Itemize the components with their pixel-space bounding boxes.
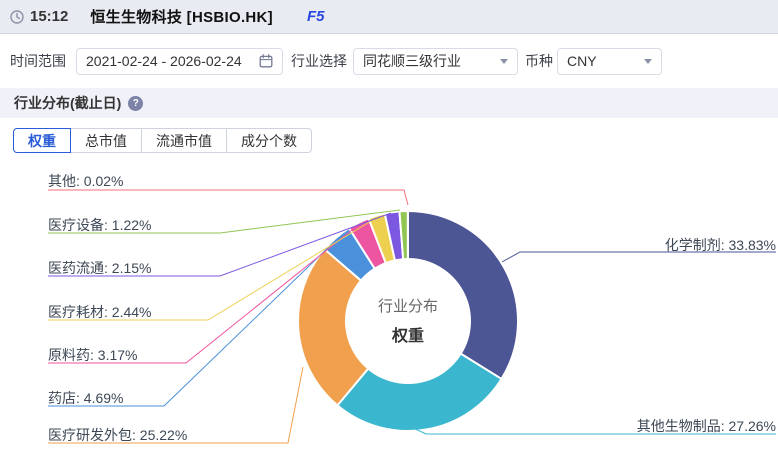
leader-line-4 [48, 224, 359, 364]
currency-select-label: 币种 [525, 53, 553, 69]
title-bar: 15:12 恒生生物科技 [HSBIO.HK] F5 [0, 0, 778, 34]
slice-label-4: 原料药: 3.17% [48, 347, 138, 363]
currency-select[interactable]: CNY [557, 47, 662, 75]
leader-line-5 [48, 217, 377, 321]
help-icon[interactable]: ? [128, 95, 144, 111]
pie-slice-0[interactable] [407, 210, 519, 380]
industry-select[interactable]: 同花顺三级行业 [353, 47, 518, 75]
leader-line-2 [48, 366, 304, 444]
snapshot-time: 15:12 [30, 8, 69, 25]
section-title: 行业分布(截止日) [14, 95, 122, 111]
section-header: 行业分布(截止日) ? [0, 88, 778, 118]
leader-line-3 [48, 239, 337, 407]
slice-label-6: 医药流通: 2.15% [48, 260, 152, 276]
tab-2[interactable]: 流通市值 [141, 128, 227, 153]
clock-icon [10, 9, 24, 24]
page-title: 恒生生物科技 [HSBIO.HK] [90, 9, 273, 26]
leader-line-6 [48, 212, 392, 277]
filter-toolbar: 时间范围 2021-02-24 - 2026-02-24 行业选择 同花顺三级行… [0, 34, 778, 88]
chevron-down-icon [644, 58, 652, 64]
leader-line-1 [410, 426, 776, 435]
pie-slice-2[interactable] [297, 248, 370, 407]
pie-slice-1[interactable] [336, 352, 503, 432]
industry-select-value: 同花顺三级行业 [363, 53, 461, 69]
date-range-input[interactable]: 2021-02-24 - 2026-02-24 [76, 47, 283, 75]
slice-label-3: 药店: 4.69% [48, 390, 124, 406]
leader-line-0 [501, 251, 776, 263]
calendar-icon[interactable] [259, 54, 273, 68]
chevron-down-icon [500, 58, 508, 64]
slice-label-8: 其他: 0.02% [48, 173, 124, 189]
slice-label-0: 化学制剂: 33.83% [664, 237, 776, 253]
f5-shortcut-badge: F5 [306, 8, 325, 25]
currency-select-value: CNY [567, 53, 597, 69]
donut-chart-canvas [48, 189, 776, 444]
tab-1[interactable]: 总市值 [70, 128, 142, 153]
slice-label-5: 医疗耗材: 2.44% [48, 304, 152, 320]
leader-line-8 [48, 189, 409, 206]
date-range-label: 时间范围 [10, 53, 66, 69]
date-range-value: 2021-02-24 - 2026-02-24 [86, 53, 242, 69]
tab-3[interactable]: 成分个数 [226, 128, 312, 153]
industry-distribution-chart: 行业分布 权重 化学制剂: 33.83% 其他生物制品: 27.26% 医疗研发外包… [0, 159, 778, 450]
metric-tab-group: 权重 总市值 流通市值 成分个数 [13, 128, 778, 153]
slice-label-2: 医疗研发外包: 25.22% [48, 427, 188, 443]
slice-label-1: 其他生物制品: 27.26% [636, 418, 776, 434]
industry-select-label: 行业选择 [291, 53, 347, 69]
leader-line-7 [48, 209, 401, 234]
tab-0[interactable]: 权重 [13, 128, 71, 153]
slice-label-7: 医疗设备: 1.22% [48, 217, 152, 233]
